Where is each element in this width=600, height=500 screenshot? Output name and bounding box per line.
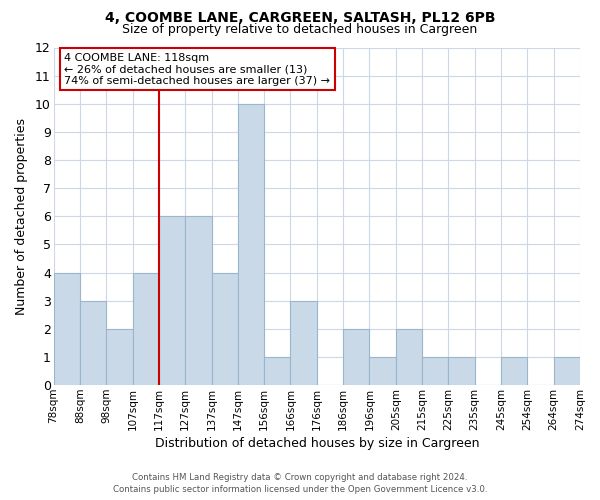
Bar	[501, 357, 527, 385]
Bar	[554, 357, 580, 385]
X-axis label: Distribution of detached houses by size in Cargreen: Distribution of detached houses by size …	[155, 437, 479, 450]
Y-axis label: Number of detached properties: Number of detached properties	[15, 118, 28, 315]
Text: Contains HM Land Registry data © Crown copyright and database right 2024.
Contai: Contains HM Land Registry data © Crown c…	[113, 472, 487, 494]
Bar	[106, 329, 133, 385]
Bar	[238, 104, 264, 385]
Bar	[133, 272, 159, 385]
Bar	[53, 272, 80, 385]
Text: 4 COOMBE LANE: 118sqm
← 26% of detached houses are smaller (13)
74% of semi-deta: 4 COOMBE LANE: 118sqm ← 26% of detached …	[64, 52, 330, 86]
Bar	[343, 329, 370, 385]
Bar	[159, 216, 185, 385]
Text: Size of property relative to detached houses in Cargreen: Size of property relative to detached ho…	[122, 22, 478, 36]
Bar	[422, 357, 448, 385]
Bar	[80, 300, 106, 385]
Bar	[396, 329, 422, 385]
Bar	[448, 357, 475, 385]
Bar	[185, 216, 212, 385]
Bar	[290, 300, 317, 385]
Bar	[370, 357, 396, 385]
Bar	[264, 357, 290, 385]
Text: 4, COOMBE LANE, CARGREEN, SALTASH, PL12 6PB: 4, COOMBE LANE, CARGREEN, SALTASH, PL12 …	[105, 11, 495, 25]
Bar	[212, 272, 238, 385]
